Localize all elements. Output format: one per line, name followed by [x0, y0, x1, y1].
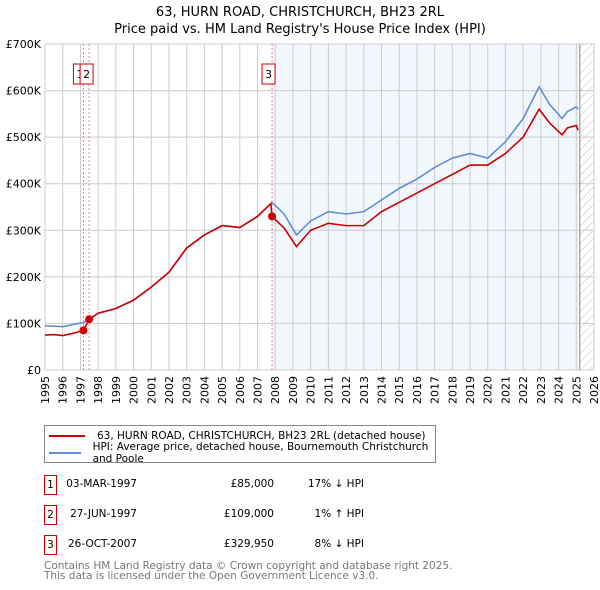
x-tick-label: 2004 — [198, 376, 211, 404]
chart-title: 63, HURN ROAD, CHRISTCHURCH, BH23 2RL — [155, 5, 445, 20]
sale-date: 27-JUN-1997 — [70, 508, 137, 520]
x-tick-label: 2021 — [499, 376, 512, 404]
sale-hpi-diff: 17% ↓ HPI — [307, 478, 364, 490]
sale-point — [268, 212, 277, 221]
sale-marker-label: 2 — [44, 505, 57, 525]
shaded-region — [272, 44, 580, 370]
x-tick-label: 2023 — [535, 376, 548, 404]
sale-point — [85, 315, 94, 324]
x-tick-label: 1996 — [57, 376, 70, 404]
chart-subtitle: Price paid vs. HM Land Registry's House … — [114, 22, 486, 37]
x-tick-label: 2020 — [482, 376, 495, 404]
sale-price: £109,000 — [223, 508, 274, 520]
legend-item-hpi: HPI: Average price, detached house, Bour… — [49, 441, 435, 465]
footer-line: Contains HM Land Registry data © Crown c… — [44, 560, 453, 572]
x-tick-label: 2008 — [269, 376, 282, 404]
sale-price: £85,000 — [230, 478, 274, 490]
y-tick-label: £100K — [6, 317, 42, 330]
x-tick-label: 2010 — [305, 376, 318, 404]
x-tick-label: 1997 — [74, 376, 87, 404]
x-tick-label: 2018 — [446, 376, 459, 404]
chart-plot: 1995 1996 1997 1998 1999 2000 2001 2002 2003 2004… — [6, 38, 600, 404]
sale-marker-label: 1 — [44, 475, 57, 495]
x-tick-label: 2006 — [234, 376, 247, 404]
x-tick-label: 2015 — [393, 376, 406, 404]
x-tick-label: 2026 — [588, 376, 600, 404]
x-tick-label: 2017 — [429, 376, 442, 404]
y-tick-label: £600K — [6, 85, 42, 98]
legend: 63, HURN ROAD, CHRISTCHURCH, BH23 2RL (d… — [44, 425, 436, 465]
sale-hpi-diff: 8% ↓ HPI — [314, 538, 364, 550]
x-tick-label: 2009 — [287, 376, 300, 404]
x-tick-label: 2013 — [358, 376, 371, 404]
sale-box-label: 3 — [265, 68, 272, 81]
y-tick-label: £500K — [6, 131, 42, 144]
x-tick-label: 2007 — [252, 376, 265, 404]
sale-date: 03-MAR-1997 — [66, 478, 137, 490]
sale-marker-label: 3 — [44, 535, 57, 555]
x-tick-label: 1995 — [39, 376, 52, 404]
legend-swatch-red — [49, 435, 85, 437]
x-tick-label: 2022 — [517, 376, 530, 404]
x-tick-label: 2012 — [340, 376, 353, 404]
x-tick-label: 2002 — [163, 376, 176, 404]
legend-label: 63, HURN ROAD, CHRISTCHURCH, BH23 2RL (d… — [97, 430, 426, 442]
y-tick-label: £400K — [6, 178, 42, 191]
sale-row: 2 27-JUN-1997 £109,000 1% ↑ HPI — [44, 505, 444, 525]
y-tick-label: £200K — [6, 271, 42, 284]
x-tick-label: 2024 — [553, 376, 566, 404]
sale-hpi-diff: 1% ↑ HPI — [314, 508, 364, 520]
sale-point — [79, 326, 88, 335]
x-tick-label: 2019 — [464, 376, 477, 404]
sale-price: £329,950 — [223, 538, 274, 550]
legend-swatch-blue — [49, 452, 81, 454]
x-tick-label: 2016 — [411, 376, 424, 404]
x-tick-label: 2014 — [375, 376, 388, 404]
x-tick-label: 2001 — [145, 376, 158, 404]
sale-box — [79, 63, 94, 85]
sale-box — [261, 63, 276, 85]
sale-row: 3 26-OCT-2007 £329,950 8% ↓ HPI — [44, 535, 444, 555]
y-tick-label: £300K — [6, 224, 42, 237]
footer: Contains HM Land Registry data © Crown c… — [44, 560, 453, 582]
x-tick-label: 2011 — [322, 376, 335, 404]
sale-row: 1 03-MAR-1997 £85,000 17% ↓ HPI — [44, 475, 444, 495]
y-tick-label: £0 — [27, 364, 41, 377]
sale-box-label: 2 — [83, 68, 90, 81]
x-tick-label: 1998 — [92, 376, 105, 404]
legend-label: HPI: Average price, detached house, Bour… — [92, 441, 429, 465]
sale-date: 26-OCT-2007 — [68, 538, 137, 550]
x-tick-label: 2025 — [570, 376, 583, 404]
x-tick-label: 2003 — [181, 376, 194, 404]
x-tick-label: 2000 — [128, 376, 141, 404]
x-tick-label: 1999 — [110, 376, 123, 404]
y-tick-label: £700K — [6, 38, 42, 51]
x-tick-label: 2005 — [216, 376, 229, 404]
plot-border — [44, 43, 595, 371]
property-line — [44, 107, 579, 337]
hatched-region — [579, 44, 594, 370]
footer-line: This data is licensed under the Open Gov… — [44, 570, 379, 582]
legend-item-property: 63, HURN ROAD, CHRISTCHURCH, BH23 2RL (d… — [49, 428, 425, 444]
